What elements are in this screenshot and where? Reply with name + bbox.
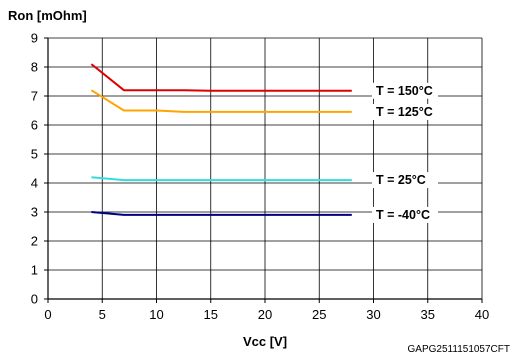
x-tick-label: 20 [258, 307, 272, 322]
y-tick-label: 4 [31, 176, 38, 191]
y-tick-label: 7 [31, 89, 38, 104]
axes [44, 37, 483, 303]
series-label: T = 125°C [376, 105, 433, 119]
series-lines [90, 63, 352, 216]
series-line [90, 63, 352, 92]
series-label-background [372, 103, 438, 120]
series-label-background [372, 206, 438, 223]
x-tick-label: 0 [44, 307, 51, 322]
series-label: T = 150°C [376, 84, 433, 98]
series-label-background [372, 172, 438, 189]
x-tick-label: 25 [312, 307, 326, 322]
x-tick-label: 15 [204, 307, 218, 322]
series-label-background [372, 82, 438, 99]
y-tick-label: 3 [31, 205, 38, 220]
x-tick-label: 30 [366, 307, 380, 322]
series-labels: T = 150°C T = 125°C T = 25°C T = -40°C [372, 82, 438, 223]
figure-code: GAPG2511151057CFT [408, 344, 510, 355]
y-tick-labels: 0 1 2 3 4 5 6 7 8 9 [31, 31, 38, 307]
y-axis-title: Ron [mOhm] [8, 8, 87, 23]
series-line [91, 211, 352, 216]
x-tick-label: 40 [475, 307, 489, 322]
series-label: T = -40°C [376, 208, 430, 222]
series-line [91, 176, 352, 182]
y-tick-label: 2 [31, 234, 38, 249]
x-tick-labels: 0 5 10 15 20 25 30 35 40 [44, 307, 489, 322]
y-tick-label: 9 [31, 31, 38, 46]
series-label: T = 25°C [376, 173, 426, 187]
x-tick-label: 35 [421, 307, 435, 322]
y-tick-label: 0 [31, 292, 38, 307]
y-tick-label: 8 [31, 60, 38, 75]
y-tick-label: 6 [31, 118, 38, 133]
y-tick-label: 5 [31, 147, 38, 162]
x-tick-label: 10 [149, 307, 163, 322]
grid [48, 37, 483, 299]
x-tick-label: 5 [99, 307, 106, 322]
series-line [90, 89, 352, 113]
x-axis-title: Vcc [V] [243, 334, 287, 349]
y-tick-label: 1 [31, 263, 38, 278]
